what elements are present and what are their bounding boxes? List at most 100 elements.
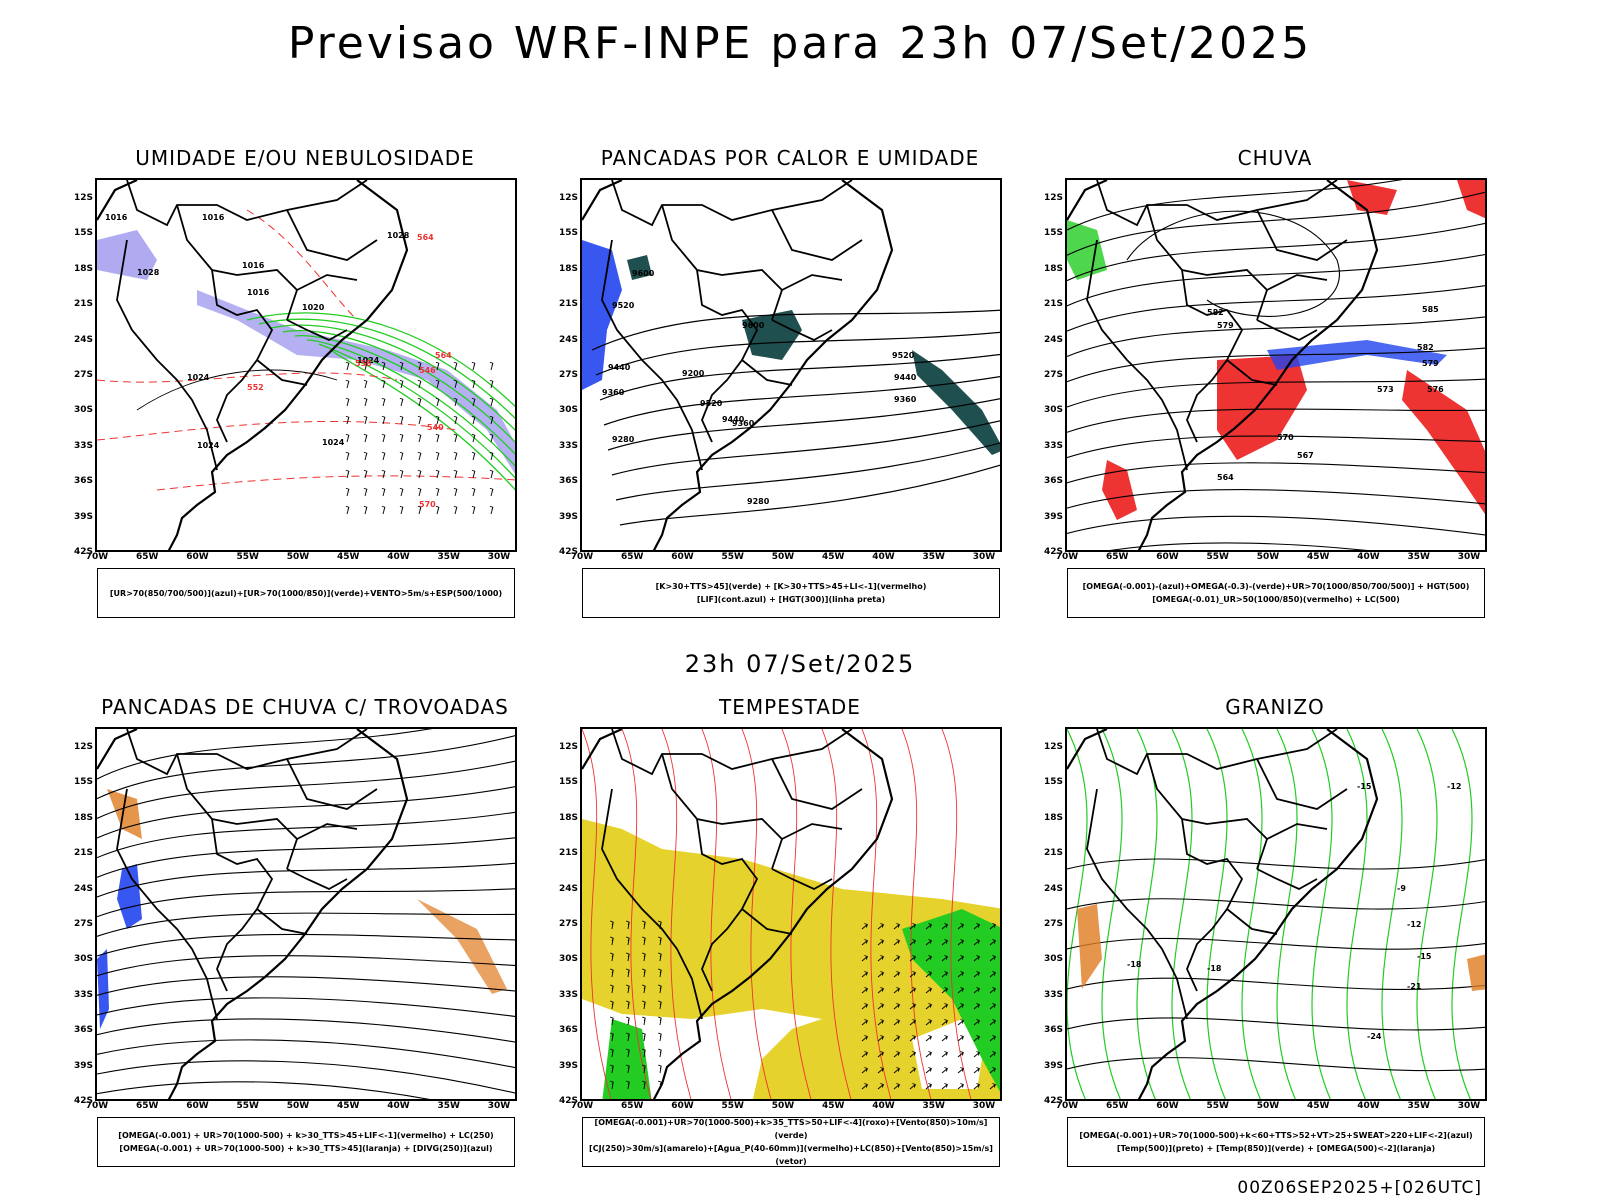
border-line: [1181, 269, 1244, 443]
wind-vector: [626, 968, 630, 978]
wind-vector: [989, 923, 996, 930]
legend-line: [OMEGA(-0.01)_UR>50(1000/850)(vermelho) …: [1152, 595, 1400, 604]
instability-area-ocean: [912, 350, 1000, 455]
wind-vector: [610, 1016, 614, 1026]
lc250-streamline: [97, 862, 515, 898]
wind-vector: [941, 939, 948, 946]
wind-vector: [417, 415, 422, 425]
wind-vector: [489, 361, 494, 371]
contour-label: 1024: [187, 373, 210, 382]
temp850-contour: [1416, 729, 1438, 1099]
wind-vector: [893, 987, 900, 994]
wind-vector: [642, 968, 646, 978]
contour-label: 1016: [105, 213, 128, 222]
contour-label: 9440: [608, 363, 631, 372]
lon-tick-label: 60W: [1156, 552, 1179, 562]
wind-vector: [861, 1035, 868, 1042]
omega-area-green: [1067, 220, 1107, 280]
wind-vector: [345, 415, 350, 425]
wind-vector: [610, 968, 614, 978]
wind-vector: [435, 415, 440, 425]
temp500-contour: [1067, 1057, 1485, 1072]
wind-vector: [489, 415, 494, 425]
panel-title: GRANIZO: [1225, 695, 1325, 719]
hgt300-contour: [591, 309, 1000, 351]
wind-vector: [941, 1083, 948, 1090]
legend-line: [OMEGA(-0.001)+UR>70(1000-500)+k>35_TTS>…: [594, 1118, 988, 1140]
wind-vector: [909, 1051, 916, 1058]
lat-tick-label: 30S: [73, 405, 93, 416]
lon-tick-label: 35W: [922, 552, 945, 562]
wind-vector: [861, 955, 868, 962]
lon-tick-label: 60W: [1156, 1101, 1179, 1111]
wind-vector: [642, 1064, 646, 1074]
contour-label: 9520: [612, 301, 635, 310]
wind-vector: [893, 1019, 900, 1026]
wind-vector: [941, 987, 948, 994]
wind-vector: [893, 923, 900, 930]
wind-vector: [658, 968, 662, 978]
wind-vector: [435, 361, 440, 371]
divergence-area-south: [97, 949, 109, 1029]
border-line: [126, 729, 368, 776]
wind-vector: [399, 415, 404, 425]
lat-tick-label: 42S: [558, 547, 578, 557]
wind-vector: [861, 1083, 868, 1090]
hgt300-contour: [607, 398, 1000, 451]
lc850-streamline: [781, 729, 812, 1099]
instability-area-orange: [107, 789, 142, 839]
lc250-streamline: [97, 837, 515, 878]
border-line: [696, 269, 759, 443]
contour-label: 570: [419, 500, 436, 509]
lon-tick-label: 35W: [1407, 552, 1430, 562]
lat-tick-label: 36S: [73, 476, 93, 487]
lat-tick-label: 30S: [558, 405, 578, 416]
lat-tick-label: 36S: [1043, 476, 1063, 487]
wind-vector: [893, 971, 900, 978]
hgt500-contour: [1067, 222, 1485, 282]
closed-low-contour: [1126, 210, 1340, 317]
wind-vector: [909, 1035, 916, 1042]
contour-label: 576: [1427, 385, 1444, 394]
wind-vector: [893, 955, 900, 962]
wind-vector: [877, 1083, 884, 1090]
lat-tick-label: 39S: [1043, 1060, 1063, 1071]
wind-vector: [417, 379, 422, 389]
wind-vector: [861, 1019, 868, 1026]
lc850-streamline: [621, 729, 652, 1099]
coastline: [582, 729, 894, 1099]
thickness-contour: [97, 372, 398, 383]
wind-vector: [626, 952, 630, 962]
lon-tick-label: 35W: [437, 1101, 460, 1111]
wind-vector: [363, 469, 368, 479]
lat-tick-label: 24S: [558, 883, 578, 894]
contour-label: 9280: [747, 497, 770, 506]
wind-vector: [925, 1067, 932, 1074]
wind-vector: [626, 1064, 630, 1074]
contour-label: -9: [1397, 884, 1406, 893]
border-line: [126, 180, 368, 227]
border-line: [296, 823, 358, 840]
wind-vector: [893, 1051, 900, 1058]
wind-vector: [626, 984, 630, 994]
wind-vector: [973, 1083, 980, 1090]
coastline: [97, 729, 409, 1099]
lat-tick-label: 42S: [73, 547, 93, 557]
wind-vector: [471, 379, 476, 389]
lon-tick-label: 45W: [822, 1101, 845, 1111]
wind-vector: [610, 1064, 614, 1074]
contour-label: -12: [1407, 920, 1421, 929]
contour-label: 9600: [632, 269, 655, 278]
contour-label: 585: [1422, 305, 1439, 314]
wind-vector: [626, 920, 630, 930]
wind-vector: [453, 487, 458, 497]
wind-vector: [453, 505, 458, 515]
lon-tick-label: 35W: [437, 552, 460, 562]
lon-tick-label: 55W: [236, 1101, 259, 1111]
legend-line: [K>30+TTS>45](verde) + [K>30+TTS>45+LI<-…: [655, 582, 927, 591]
lon-tick-label: 50W: [1256, 1101, 1280, 1111]
coastline: [1067, 180, 1379, 550]
temp850-contour: [1451, 729, 1473, 1099]
contour-label: 9200: [682, 369, 705, 378]
wind-vector: [363, 361, 368, 371]
